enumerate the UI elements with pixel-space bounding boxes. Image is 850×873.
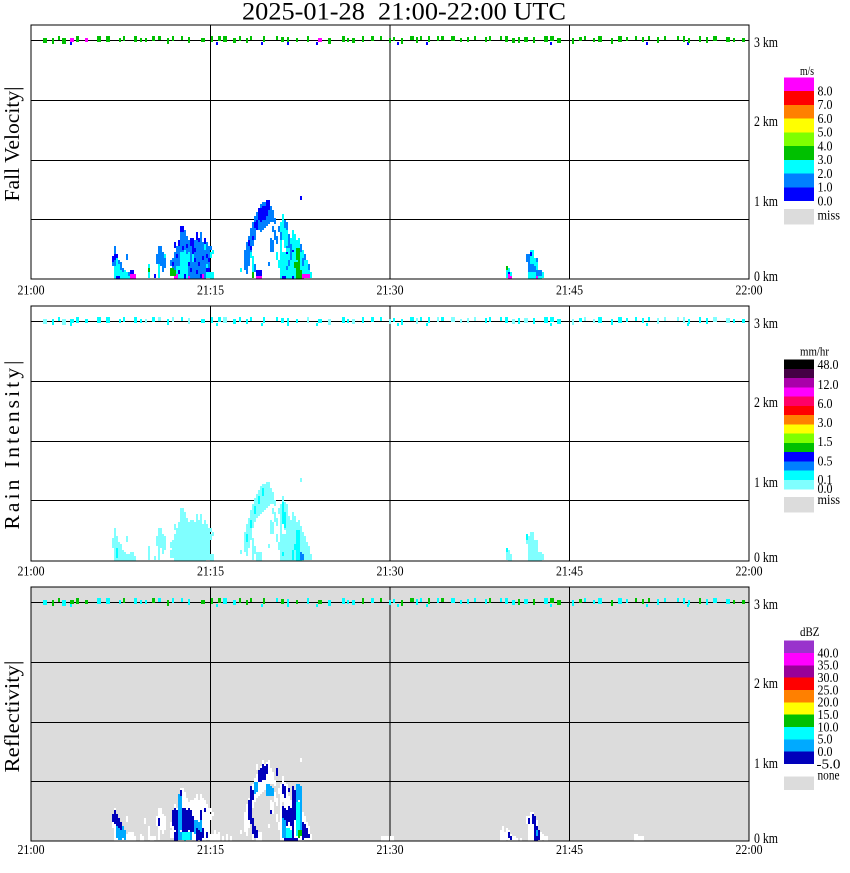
svg-text:8.0: 8.0 [818,85,833,100]
svg-text:21:45: 21:45 [556,283,583,298]
svg-text:0 km: 0 km [754,550,778,566]
svg-text:22:00: 22:00 [736,565,763,580]
svg-text:2.0: 2.0 [818,167,833,182]
svg-text:1.0: 1.0 [818,181,833,196]
svg-text:3 km: 3 km [754,35,778,51]
svg-text:1.5: 1.5 [818,435,833,450]
svg-text:21:15: 21:15 [197,843,224,858]
svg-text:6.0: 6.0 [818,397,833,412]
svg-text:4.0: 4.0 [818,139,833,154]
svg-text:21:00: 21:00 [18,843,45,858]
svg-text:25.0: 25.0 [818,683,839,698]
svg-text:none: none [818,768,840,783]
svg-text:30.0: 30.0 [818,671,839,686]
svg-text:0.0: 0.0 [818,194,833,209]
svg-text:21:30: 21:30 [377,565,404,580]
svg-text:0 km: 0 km [754,269,778,285]
svg-text:2 km: 2 km [754,114,778,130]
svg-text:0.0: 0.0 [818,745,833,760]
svg-text:2025-01-28 21:00-22:00 UTC: 2025-01-28 21:00-22:00 UTC [242,0,566,26]
svg-text:20.0: 20.0 [818,696,839,711]
svg-text:21:00: 21:00 [18,565,45,580]
svg-text:21:30: 21:30 [377,843,404,858]
svg-text:12.0: 12.0 [818,378,839,393]
svg-text:1 km: 1 km [754,756,778,772]
svg-text:15.0: 15.0 [818,708,839,723]
svg-text:1 km: 1 km [754,475,778,491]
svg-text:21:45: 21:45 [556,565,583,580]
svg-text:21:15: 21:15 [197,283,224,298]
svg-text:dBZ: dBZ [800,624,820,639]
svg-text:mm/hr: mm/hr [800,344,830,359]
svg-text:21:15: 21:15 [197,565,224,580]
svg-text:10.0: 10.0 [818,720,839,735]
svg-text:3 km: 3 km [754,316,778,332]
svg-text:6.0: 6.0 [818,112,833,127]
svg-text:7.0: 7.0 [818,98,833,113]
svg-text:3 km: 3 km [754,597,778,613]
svg-text:0.0: 0.0 [818,482,833,497]
svg-text:22:00: 22:00 [736,843,763,858]
svg-text:35.0: 35.0 [818,659,839,674]
svg-text:21:45: 21:45 [556,843,583,858]
svg-text:5.0: 5.0 [818,733,833,748]
svg-text:0.1: 0.1 [818,473,833,488]
svg-text:2 km: 2 km [754,676,778,692]
svg-text:3.0: 3.0 [818,153,833,168]
svg-text:0.5: 0.5 [818,455,833,470]
svg-text:22:00: 22:00 [736,283,763,298]
svg-text:m/s: m/s [800,63,814,78]
svg-text:1 km: 1 km [754,194,778,210]
svg-text:Reflectivity|: Reflectivity| [0,661,24,773]
svg-text:miss: miss [818,209,841,224]
svg-text:3.0: 3.0 [818,416,833,431]
svg-text:21:30: 21:30 [377,283,404,298]
svg-text:-5.0: -5.0 [817,757,841,772]
svg-text:0 km: 0 km [754,831,778,847]
svg-text:5.0: 5.0 [818,126,833,141]
svg-text:2 km: 2 km [754,395,778,411]
svg-text:48.0: 48.0 [818,358,839,373]
svg-text:40.0: 40.0 [818,646,839,661]
svg-text:21:00: 21:00 [18,283,45,298]
svg-text:miss: miss [818,493,841,508]
svg-text:Fall Velocity|: Fall Velocity| [0,87,24,202]
